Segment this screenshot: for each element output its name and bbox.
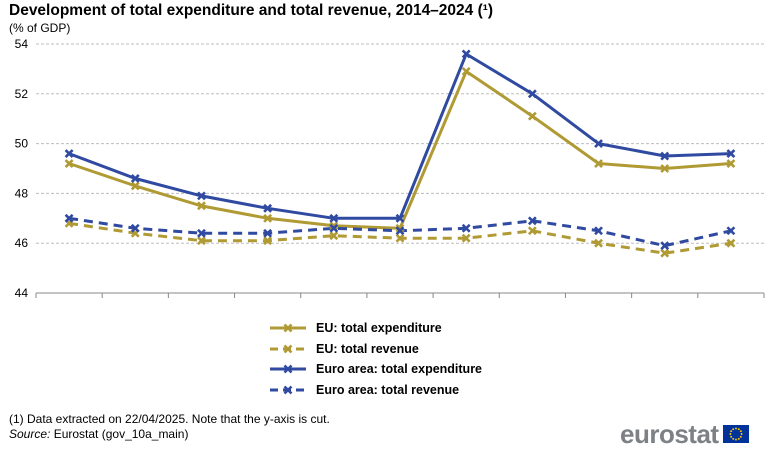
legend-marker bbox=[283, 385, 293, 395]
data-point-marker bbox=[527, 89, 537, 99]
data-point-marker bbox=[461, 223, 471, 233]
data-point-marker bbox=[527, 226, 537, 236]
flag-star bbox=[737, 437, 740, 440]
data-point-marker bbox=[594, 238, 603, 248]
flag-star bbox=[731, 428, 734, 431]
data-point-marker bbox=[660, 241, 670, 251]
data-point-marker bbox=[527, 111, 537, 121]
y-tick-label: 54 bbox=[15, 37, 29, 51]
y-tick-label: 50 bbox=[15, 137, 29, 151]
y-tick-label: 52 bbox=[15, 87, 29, 101]
legend-marker bbox=[283, 364, 293, 374]
chart-legend: EU: total expenditure EU: total revenue … bbox=[268, 318, 482, 400]
data-point-marker bbox=[329, 213, 339, 223]
data-point-marker bbox=[130, 174, 140, 183]
data-point-marker bbox=[726, 159, 736, 168]
legend-item-ea-expenditure: Euro area: total expenditure bbox=[268, 359, 482, 380]
flag-background bbox=[722, 425, 749, 443]
legend-marker bbox=[283, 344, 293, 354]
data-point-marker bbox=[263, 213, 273, 223]
data-point-marker bbox=[726, 226, 736, 236]
y-tick-label: 46 bbox=[15, 236, 29, 250]
data-point-marker bbox=[594, 159, 603, 168]
flag-star bbox=[739, 430, 742, 433]
flag-star bbox=[737, 428, 740, 431]
eurostat-logo: eurostat bbox=[620, 421, 749, 447]
legend-swatch bbox=[270, 344, 306, 354]
flag-star bbox=[729, 430, 732, 433]
source-label: Source: bbox=[9, 427, 51, 441]
data-point-marker bbox=[64, 213, 74, 223]
source-text: Eurostat (gov_10a_main) bbox=[53, 427, 189, 441]
data-point-marker bbox=[726, 149, 736, 158]
legend-label: Euro area: total expenditure bbox=[316, 362, 483, 377]
data-point-marker bbox=[395, 223, 405, 233]
data-point-marker bbox=[395, 233, 405, 243]
flag-star bbox=[729, 433, 731, 435]
chart-subtitle: (% of GDP) bbox=[9, 21, 71, 35]
data-point-marker bbox=[130, 223, 140, 233]
data-point-marker bbox=[395, 226, 405, 236]
legend-label: Euro area: total revenue bbox=[316, 382, 460, 397]
data-point-marker bbox=[461, 49, 471, 59]
data-point-marker bbox=[263, 203, 273, 213]
data-point-marker bbox=[197, 191, 206, 201]
data-point-marker bbox=[660, 164, 670, 173]
data-point-marker bbox=[660, 248, 670, 258]
data-point-marker bbox=[329, 231, 339, 241]
footnote: (1) Data extracted on 22/04/2025. Note t… bbox=[9, 412, 330, 426]
data-point-marker bbox=[527, 216, 537, 226]
legend-swatch bbox=[270, 385, 306, 395]
data-point-marker bbox=[594, 226, 603, 236]
logo-text: eurostat bbox=[620, 419, 719, 449]
data-point-marker bbox=[197, 236, 206, 246]
legend-item-eu-revenue: EU: total revenue bbox=[268, 339, 482, 360]
data-point-marker bbox=[197, 201, 206, 211]
legend-swatch bbox=[270, 323, 306, 333]
data-point-marker bbox=[726, 238, 736, 248]
legend-swatch bbox=[270, 364, 306, 374]
flag-star bbox=[740, 433, 743, 435]
data-point-marker bbox=[461, 66, 471, 76]
flag-star bbox=[734, 427, 737, 430]
y-tick-label: 44 bbox=[15, 286, 29, 300]
data-point-marker bbox=[660, 151, 670, 161]
flag-star bbox=[731, 437, 734, 440]
legend-item-ea-revenue: Euro area: total revenue bbox=[268, 380, 482, 401]
flag-star bbox=[729, 435, 732, 438]
data-point-marker bbox=[263, 228, 273, 238]
line-chart: 4446485052542014201520162017201820192020… bbox=[15, 37, 765, 300]
data-point-marker bbox=[263, 236, 273, 246]
legend-label: EU: total revenue bbox=[316, 341, 419, 356]
data-point-marker bbox=[329, 221, 339, 231]
data-point-marker bbox=[130, 181, 140, 191]
data-point-marker bbox=[64, 149, 74, 158]
source-line: Source: Eurostat (gov_10a_main) bbox=[9, 427, 188, 441]
legend-marker bbox=[283, 323, 293, 333]
y-tick-label: 48 bbox=[15, 186, 29, 200]
legend-label: EU: total expenditure bbox=[316, 321, 442, 336]
data-point-marker bbox=[64, 159, 74, 168]
data-point-marker bbox=[594, 139, 603, 149]
legend-item-eu-expenditure: EU: total expenditure bbox=[268, 318, 482, 339]
eu-flag-icon bbox=[722, 425, 749, 443]
data-point-marker bbox=[197, 228, 206, 238]
data-point-marker bbox=[395, 213, 405, 223]
flag-star bbox=[739, 435, 742, 438]
chart-title: Development of total expenditure and tot… bbox=[9, 2, 494, 19]
data-point-marker bbox=[329, 223, 339, 233]
flag-star bbox=[734, 438, 737, 441]
data-point-marker bbox=[461, 233, 471, 243]
